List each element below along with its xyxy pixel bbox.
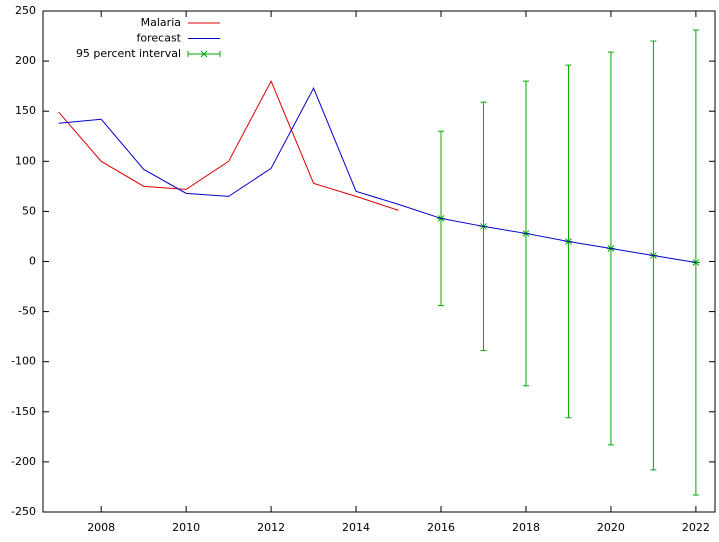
x-tick-label: 2008 xyxy=(87,521,115,534)
y-tick-label: 250 xyxy=(15,4,36,17)
x-tick-label: 2014 xyxy=(342,521,370,534)
x-tick-label: 2022 xyxy=(682,521,710,534)
y-tick-label: -50 xyxy=(18,305,36,318)
legend-label: forecast xyxy=(137,32,182,45)
x-tick-label: 2012 xyxy=(257,521,285,534)
y-tick-label: -250 xyxy=(11,505,36,518)
legend-label: 95 percent interval xyxy=(76,47,181,60)
plot-border xyxy=(42,10,716,513)
y-tick-label: 150 xyxy=(15,104,36,117)
x-tick-label: 2018 xyxy=(512,521,540,534)
series-line xyxy=(58,86,696,263)
y-tick-label: 100 xyxy=(15,154,36,167)
point xyxy=(200,50,208,58)
series-line xyxy=(58,79,399,211)
x-tick-label: 2020 xyxy=(597,521,625,534)
y-tick-label: 200 xyxy=(15,54,36,67)
y-tick-label: 50 xyxy=(22,204,36,217)
x-tick-label: 2010 xyxy=(172,521,200,534)
y-tick-label: -100 xyxy=(11,355,36,368)
y-tick-label: -150 xyxy=(11,405,36,418)
y-tick-label: -200 xyxy=(11,455,36,468)
y-tick-label: 0 xyxy=(29,255,36,268)
x-tick-label: 2016 xyxy=(427,521,455,534)
legend-label: Malaria xyxy=(141,16,181,29)
